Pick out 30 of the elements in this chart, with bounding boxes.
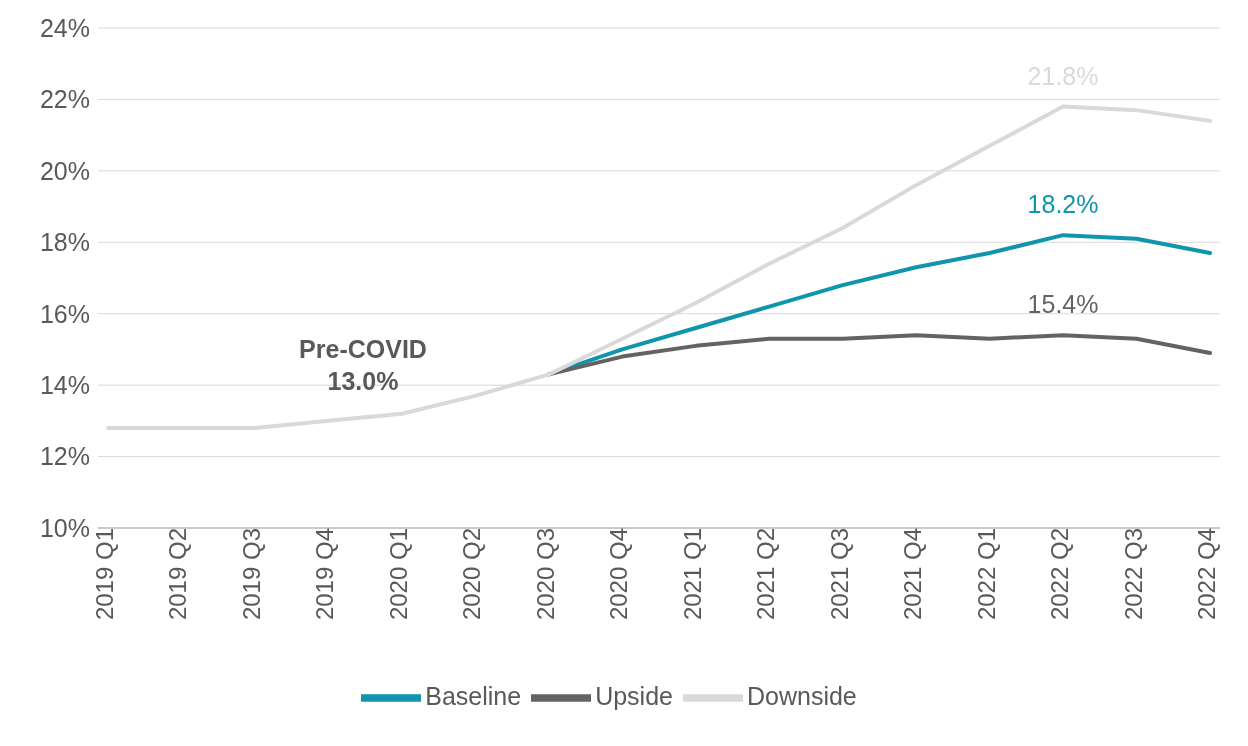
x-tick-label: 2020 Q3 [531,528,559,621]
x-tick-label: 2022 Q3 [1119,528,1147,621]
y-tick-label: 22% [39,85,90,114]
legend-label: Upside [595,681,673,710]
y-tick-label: 24% [39,13,90,42]
legend-label: Baseline [425,681,522,710]
x-tick-label: 2022 Q1 [972,528,1000,621]
y-tick-label: 12% [39,442,90,471]
data-label: 15.4% [1027,290,1099,319]
y-tick-label: 10% [39,513,90,542]
x-tick-label: 2020 Q1 [384,528,412,621]
x-tick-label: 2019 Q2 [164,528,192,621]
x-tick-label: 2020 Q2 [458,528,486,621]
x-tick-label: 2021 Q2 [752,528,780,621]
y-tick-label: 14% [39,371,90,400]
x-tick-label: 2021 Q4 [899,528,927,621]
x-tick-label: 2019 Q3 [237,528,265,621]
x-tick-label: 2019 Q4 [311,528,339,621]
x-tick-label: 2022 Q2 [1046,528,1074,621]
x-tick-label: 2022 Q4 [1193,528,1221,621]
x-tick-label: 2019 Q1 [91,528,119,621]
x-tick-label: 2021 Q1 [678,528,706,621]
x-tick-label: 2020 Q4 [605,528,633,621]
y-tick-label: 20% [39,156,90,185]
y-tick-label: 18% [39,228,90,257]
annotation: Pre-COVID 13.0% [298,334,428,397]
y-tick-label: 16% [39,299,90,328]
data-label: 18.2% [1027,190,1099,219]
x-tick-label: 2021 Q3 [825,528,853,621]
legend-label: Downside [746,681,857,710]
